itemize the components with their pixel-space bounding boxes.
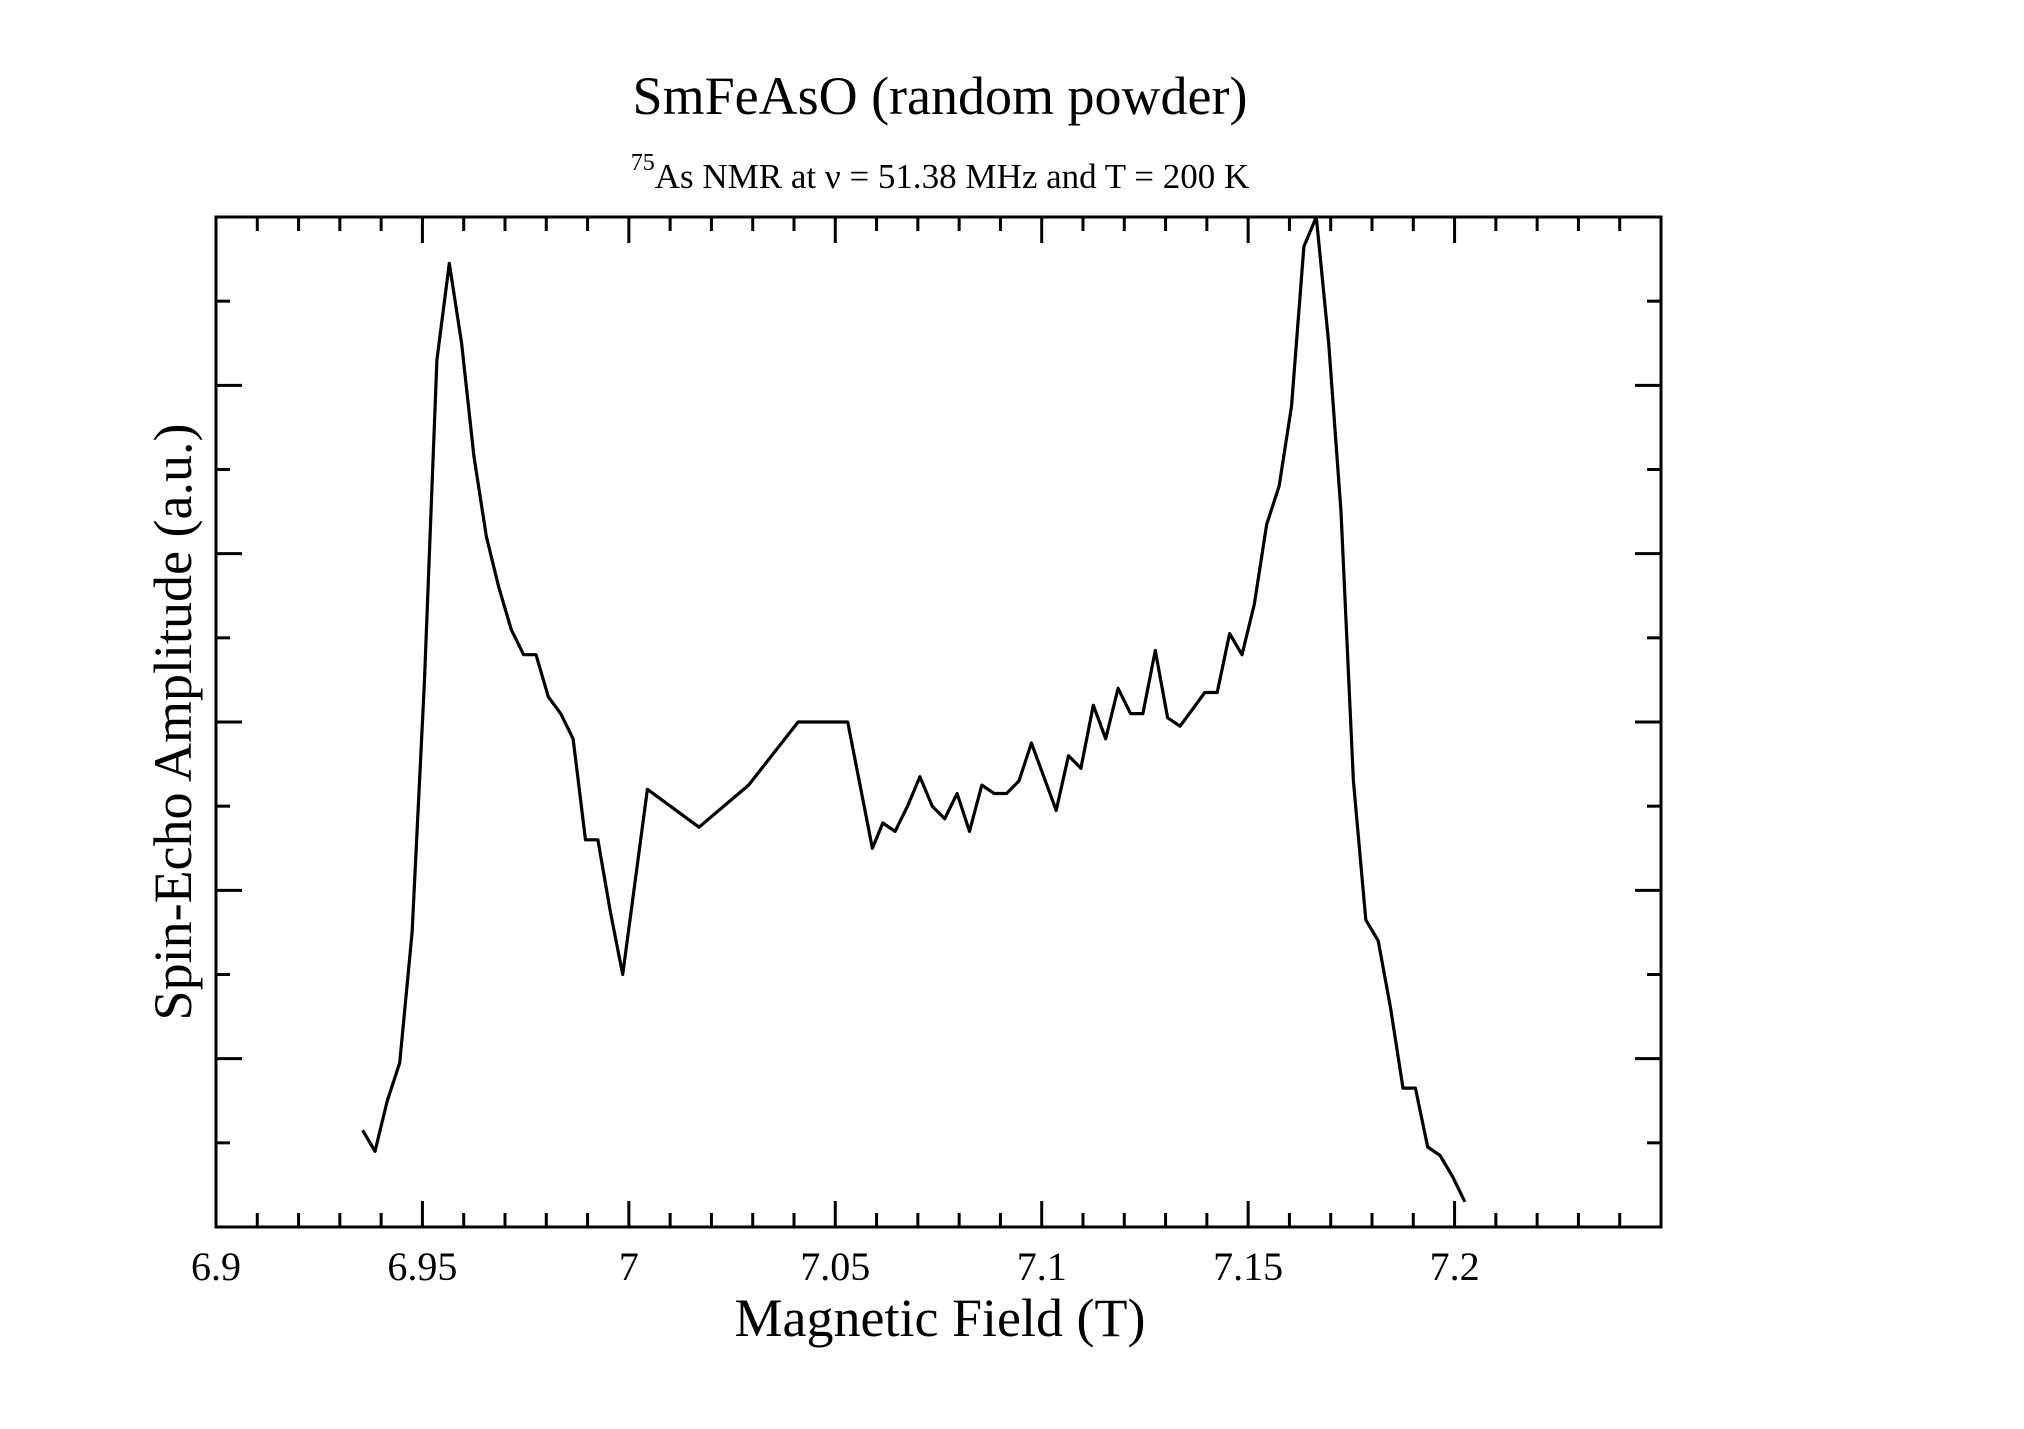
x-tick-label: 6.9 (191, 1244, 241, 1289)
x-tick-label: 6.95 (387, 1244, 457, 1289)
x-tick-label: 7.1 (1017, 1244, 1067, 1289)
subtitle-text: As NMR at ν = 51.38 MHz and T = 200 K (655, 157, 1250, 196)
x-tick-label: 7 (619, 1244, 639, 1289)
plot-frame (214, 215, 1663, 1229)
x-tick-label: 7.15 (1213, 1244, 1283, 1289)
x-axis-label: Magnetic Field (T) (735, 1288, 1146, 1348)
chart-subtitle: 75As NMR at ν = 51.38 MHz and T = 200 K (631, 150, 1250, 196)
x-tick-label: 7.2 (1430, 1244, 1480, 1289)
y-axis-label: Spin-Echo Amplitude (a.u.) (143, 424, 203, 1021)
axis-ticks (216, 217, 1661, 1227)
x-tick-labels: 6.9 6.95 7 7.05 7.1 7.15 7.2 (191, 1244, 1480, 1289)
series-line (361, 215, 1467, 1203)
subtitle-superscript: 75 (631, 150, 655, 176)
chart-title: SmFeAsO (random powder) (633, 66, 1248, 126)
x-tick-label: 7.05 (800, 1244, 870, 1289)
